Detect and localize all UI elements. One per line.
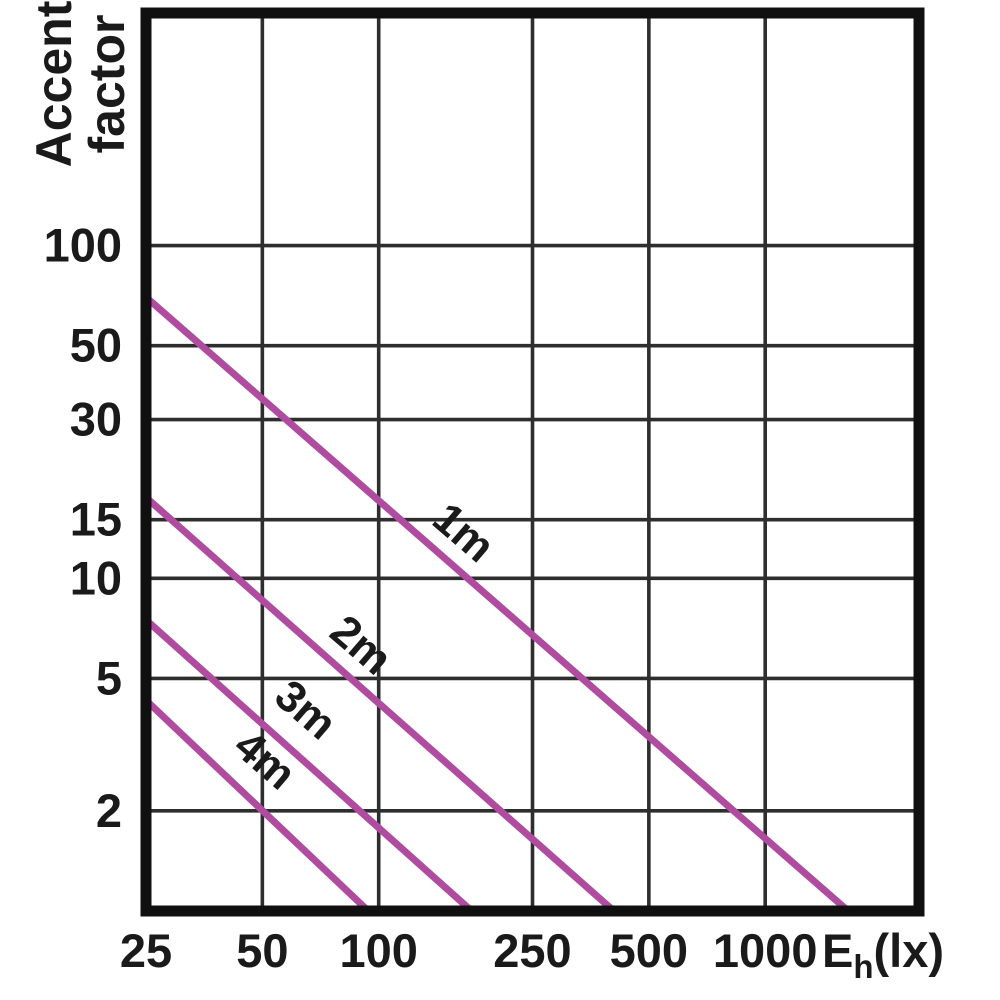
y-tick-30: 30 xyxy=(70,393,122,446)
plot-frame xyxy=(140,7,925,917)
y-tick-2: 2 xyxy=(96,784,122,837)
x-tick-500: 500 xyxy=(610,924,688,977)
x-tick-25: 25 xyxy=(120,924,172,977)
x-axis-unit-label: Eh(lx) xyxy=(822,924,944,985)
series-line-2m xyxy=(143,494,617,914)
y-tick-10: 10 xyxy=(70,551,122,604)
x-tick-100: 100 xyxy=(339,924,417,977)
x-tick-50: 50 xyxy=(236,924,288,977)
x-tick-1000: 1000 xyxy=(713,924,818,977)
series-line-1m xyxy=(143,294,851,914)
y-axis-label-line1: Accent xyxy=(26,0,82,167)
y-tick-15: 15 xyxy=(70,493,122,546)
x-tick-250: 250 xyxy=(493,924,571,977)
y-tick-50: 50 xyxy=(70,319,122,372)
y-tick-100: 100 xyxy=(44,219,122,272)
y-axis-label-line2: factor xyxy=(79,15,135,154)
series-line-3m xyxy=(143,617,475,914)
y-tick-5: 5 xyxy=(96,651,122,704)
series-line-4m xyxy=(143,697,371,914)
